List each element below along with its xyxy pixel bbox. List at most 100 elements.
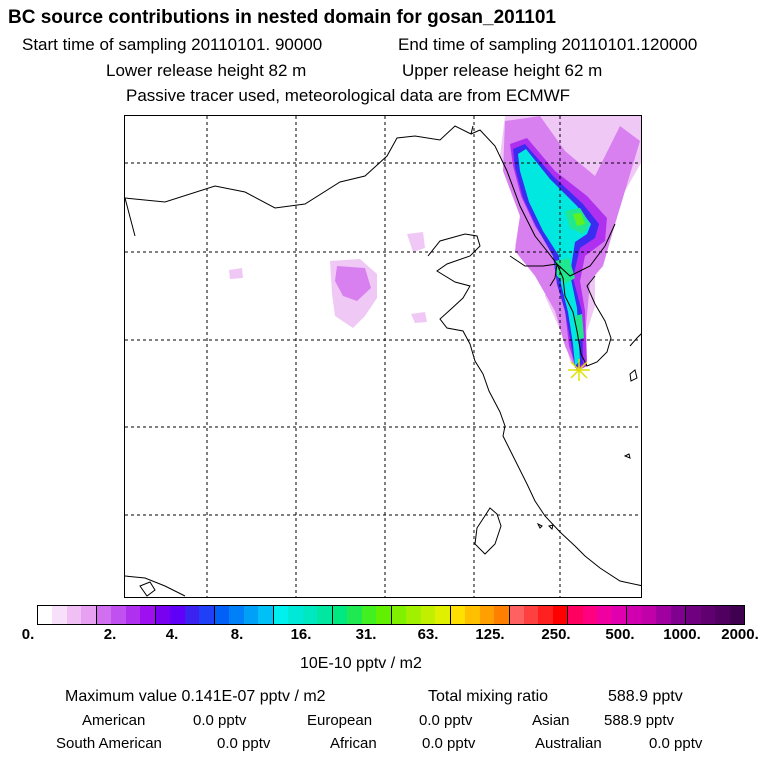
plume-mid-patch-west — [335, 266, 371, 301]
upper-release-height: Upper release height 62 m — [402, 61, 603, 80]
colorbar-swatch — [494, 606, 509, 624]
southern-coast-border — [125, 575, 186, 597]
colorbar-swatch — [552, 606, 568, 624]
colorbar-swatch — [626, 606, 642, 624]
colorbar-swatch — [154, 606, 171, 624]
taiwan — [474, 507, 502, 555]
region-name: South American — [56, 735, 162, 752]
region-value: 0.0 pptv — [422, 735, 476, 752]
max-value: Maximum value 0.141E-07 pptv / m2 — [65, 688, 326, 705]
colorbar-tick: 16. — [290, 626, 312, 643]
tracer-note: Passive tracer used, meteorological data… — [126, 86, 571, 105]
hainan — [139, 581, 156, 597]
colorbar-swatch — [229, 606, 244, 624]
colorbar-tick: 4. — [165, 626, 179, 643]
map-panel — [124, 115, 642, 598]
colorbar-swatch — [317, 606, 332, 624]
colorbar-swatch — [670, 606, 686, 624]
region-value: 588.9 pptv — [604, 712, 675, 729]
map-canvas — [125, 116, 641, 597]
colorbar-swatch — [656, 606, 671, 624]
colorbar-swatch — [435, 606, 450, 624]
colorbar-tick: 500. — [605, 626, 635, 643]
colorbar-units: 10E-10 pptv / m2 — [300, 655, 422, 672]
colorbar-swatch — [288, 606, 303, 624]
total-mixing-value: 588.9 pptv — [608, 688, 683, 705]
colorbar-tick: 63. — [417, 626, 439, 643]
colorbar-swatch — [331, 606, 348, 624]
colorbar-swatch — [508, 606, 524, 624]
colorbar-swatch — [567, 606, 583, 624]
northern-border — [125, 125, 474, 209]
colorbar-swatch — [479, 606, 495, 624]
japan-island — [629, 369, 638, 382]
colorbar-swatch — [38, 606, 53, 624]
small-island-1 — [536, 522, 543, 529]
colorbar-swatch — [258, 606, 273, 624]
coastlines — [125, 125, 641, 597]
plume-light-patch-south — [411, 312, 427, 323]
plume-light-patch-far — [229, 268, 243, 279]
region-value: 0.0 pptv — [217, 735, 271, 752]
japan-coast — [629, 333, 641, 347]
colorbar-swatch — [170, 606, 185, 624]
colorbar-swatch — [641, 606, 657, 624]
concentration-field — [229, 116, 641, 371]
region-value: 0.0 pptv — [649, 735, 703, 752]
receptor-asterisk-icon — [568, 359, 590, 381]
region-name: European — [307, 712, 373, 729]
colorbar-swatch — [52, 606, 67, 624]
korea-coast — [556, 263, 612, 367]
colorbar-tick: 0. — [21, 626, 35, 643]
colorbar-swatch — [66, 606, 82, 624]
colorbar-swatch — [140, 606, 155, 624]
colorbar-swatch — [420, 606, 436, 624]
colorbar-swatch — [523, 606, 539, 624]
colorbar-swatch — [685, 606, 701, 624]
colorbar-tick: 31. — [355, 626, 377, 643]
colorbar-swatch — [700, 606, 716, 624]
colorbar-swatch — [199, 606, 214, 624]
colorbar-swatch — [582, 606, 598, 624]
colorbar-swatch — [347, 606, 362, 624]
colorbar-swatch — [272, 606, 289, 624]
region-name: African — [330, 735, 377, 752]
colorbar-swatch — [376, 606, 391, 624]
colorbar-tick: 2. — [103, 626, 117, 643]
colorbar-swatch — [611, 606, 627, 624]
colorbar-swatch — [184, 606, 200, 624]
colorbar-swatch — [95, 606, 112, 624]
colorbar-swatch — [449, 606, 466, 624]
colorbar-swatch — [302, 606, 318, 624]
colorbar-swatch — [243, 606, 259, 624]
colorbar-tick: 125. — [475, 626, 505, 643]
inland-border — [125, 197, 136, 237]
colorbar-tick: 2000. — [721, 626, 759, 643]
region-name: American — [82, 712, 146, 729]
manchuria-border — [470, 129, 616, 277]
colorbar — [37, 605, 745, 625]
colorbar-swatch — [213, 606, 230, 624]
end-time: End time of sampling 20110101.120000 — [398, 35, 698, 54]
colorbar-tick: 1000. — [663, 626, 701, 643]
colorbar-swatch — [125, 606, 141, 624]
start-time: Start time of sampling 20110101. 90000 — [22, 35, 323, 54]
colorbar-swatch — [538, 606, 553, 624]
small-island-2 — [548, 524, 554, 530]
graticule — [125, 116, 641, 597]
colorbar-tick: 8. — [230, 626, 244, 643]
plume-lime-patch — [573, 213, 585, 226]
total-mixing-label: Total mixing ratio — [428, 688, 549, 705]
colorbar-swatch — [715, 606, 730, 624]
plot-title: BC source contributions in nested domain… — [8, 7, 556, 28]
region-value: 0.0 pptv — [419, 712, 473, 729]
colorbar-swatch — [361, 606, 377, 624]
colorbar-swatch — [406, 606, 421, 624]
colorbar-tick: 250. — [541, 626, 571, 643]
plume-light-patch-mid — [407, 232, 425, 252]
china-coast — [427, 233, 641, 587]
liaodong-coast — [509, 255, 558, 287]
region-name: Asian — [532, 712, 570, 729]
colorbar-swatch — [111, 606, 126, 624]
colorbar-swatch — [465, 606, 480, 624]
